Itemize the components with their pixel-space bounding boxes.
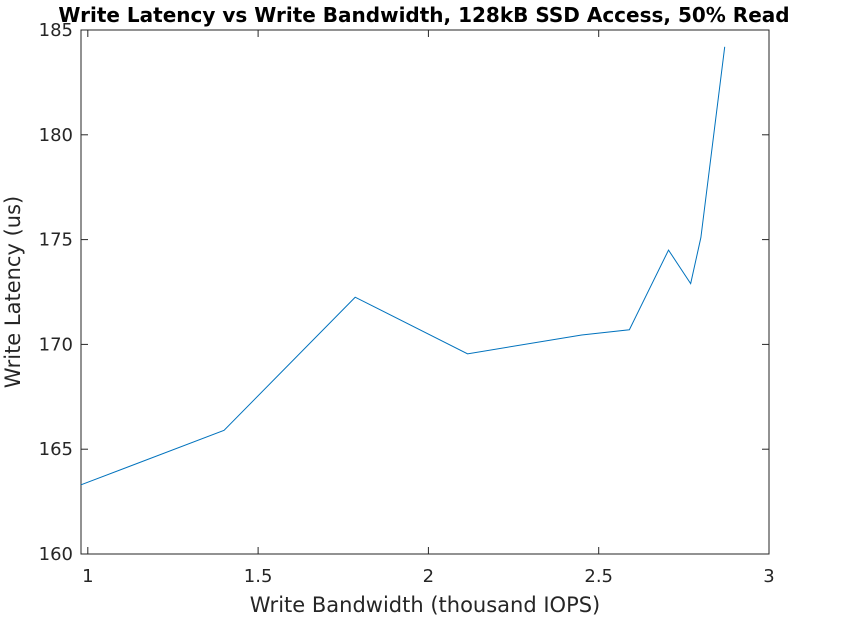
chart-title: Write Latency vs Write Bandwidth, 128kB …: [58, 3, 789, 27]
x-tick-label: 1: [82, 566, 93, 587]
x-tick-label: 3: [763, 566, 774, 587]
y-tick-label: 165: [39, 439, 73, 460]
y-tick-label: 185: [39, 20, 73, 41]
x-axis: 1 1.5 2 2.5 3: [82, 30, 775, 587]
y-tick-label: 175: [39, 230, 73, 251]
plot-frame: [80, 29, 770, 555]
y-axis-label: Write Latency (us): [1, 196, 25, 388]
x-tick-label: 2: [423, 566, 434, 587]
y-tick-label: 170: [39, 334, 73, 355]
series-line-0: [80, 46, 726, 486]
y-axis: 160 165 170 175 180 185: [39, 20, 769, 565]
y-tick-label: 160: [39, 544, 73, 565]
x-axis-label: Write Bandwidth (thousand IOPS): [250, 593, 601, 617]
x-tick-label: 2.5: [584, 566, 613, 587]
plot-area: [80, 29, 770, 555]
y-tick-label: 180: [39, 125, 73, 146]
x-tick-label: 1.5: [244, 566, 273, 587]
